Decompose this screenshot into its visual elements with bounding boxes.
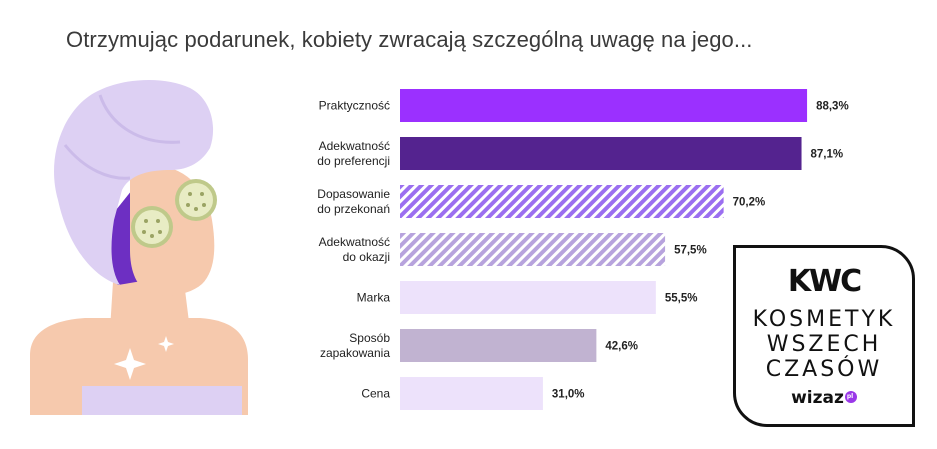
category-label: Cena: [361, 387, 390, 401]
cucumber-slice-icon: [175, 179, 217, 221]
value-label: 57,5%: [674, 245, 707, 257]
badge-line-3: CZASÓW: [765, 357, 883, 382]
category-label: Marka: [357, 291, 391, 305]
value-label: 70,2%: [733, 197, 766, 209]
bar: [400, 89, 808, 122]
badge-line-2: WSZECH: [766, 332, 882, 357]
chart-title: Otrzymując podarunek, kobiety zwracają s…: [66, 27, 753, 52]
sparkle-icon: [158, 336, 174, 352]
brand-dot-icon: pl: [844, 391, 857, 403]
bar: [400, 377, 543, 410]
wizaz-brand-text: wizaz: [791, 388, 844, 408]
value-label: 88,3%: [816, 101, 849, 113]
body-towel: [82, 386, 242, 415]
woman-towel-illustration: [30, 79, 248, 415]
bar: [400, 137, 802, 170]
award-badge: KWC KOSMETYK WSZECH CZASÓW wizaz pl: [733, 245, 915, 427]
value-label: 55,5%: [665, 293, 698, 305]
value-label: 42,6%: [605, 341, 638, 353]
head-towel: [54, 79, 214, 285]
value-label: 87,1%: [811, 149, 844, 161]
category-label: Adekwatność do okazji: [319, 235, 390, 264]
category-label: Dopasowanie do przekonań: [317, 187, 390, 216]
cucumber-slice-icon: [131, 206, 173, 248]
category-label: Praktyczność: [319, 99, 390, 113]
badge-line-1: KOSMETYK: [752, 307, 896, 332]
towel-fold: [63, 144, 131, 180]
sparkle-icon: [114, 348, 146, 380]
wizaz-logo: wizaz pl: [736, 388, 912, 408]
towel-fold: [98, 94, 181, 144]
bar: [400, 185, 724, 218]
brand-suffix: pl: [846, 393, 854, 400]
category-label: Adekwatność do preferencji: [317, 139, 390, 168]
kwc-logo: KWC: [787, 264, 862, 299]
bar: [400, 329, 597, 362]
value-label: 31,0%: [552, 389, 585, 401]
bar: [400, 233, 666, 266]
bar: [400, 281, 656, 314]
category-label: Sposób zapakowania: [320, 331, 390, 360]
